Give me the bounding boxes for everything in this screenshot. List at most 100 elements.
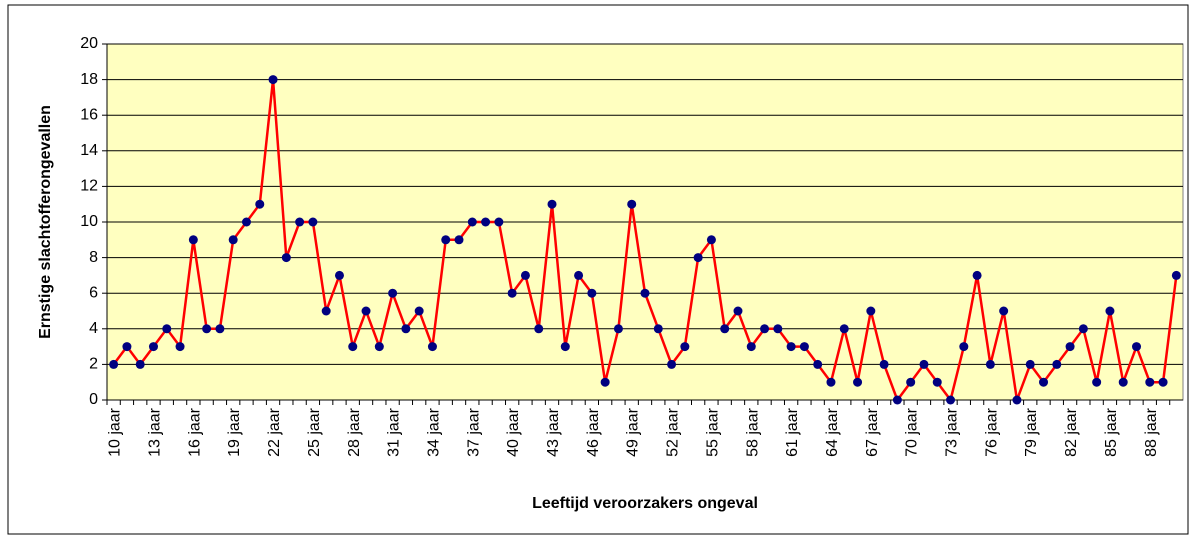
data-point — [799, 342, 809, 352]
data-point — [427, 342, 437, 352]
data-point — [255, 199, 265, 209]
data-point — [122, 342, 132, 352]
y-tick-label: 8 — [89, 249, 98, 266]
y-tick-label: 12 — [80, 178, 98, 195]
data-point — [334, 270, 344, 280]
x-tick-label: 61 jaar — [784, 407, 801, 457]
data-point — [215, 324, 225, 334]
data-point — [481, 217, 491, 227]
data-point — [1025, 359, 1035, 369]
data-point — [813, 359, 823, 369]
data-point — [839, 324, 849, 334]
x-tick-label: 49 jaar — [625, 407, 642, 457]
y-tick-label: 0 — [89, 391, 98, 408]
data-point — [1039, 377, 1049, 387]
data-point — [640, 288, 650, 298]
x-tick-label: 88 jaar — [1143, 407, 1160, 457]
x-tick-label: 31 jaar — [386, 407, 403, 457]
data-point — [361, 306, 371, 316]
data-point — [959, 342, 969, 352]
data-point — [228, 235, 238, 245]
data-point — [706, 235, 716, 245]
data-point — [1118, 377, 1128, 387]
data-point — [268, 75, 278, 85]
x-tick-label: 55 jaar — [704, 407, 721, 457]
data-point — [401, 324, 411, 334]
x-tick-label: 67 jaar — [864, 407, 881, 457]
data-point — [1158, 377, 1168, 387]
x-tick-label: 46 jaar — [585, 407, 602, 457]
data-point — [507, 288, 517, 298]
x-tick-label: 37 jaar — [465, 407, 482, 457]
x-tick-label: 40 jaar — [505, 407, 522, 457]
x-tick-label: 85 jaar — [1103, 407, 1120, 457]
x-tick-label: 70 jaar — [904, 407, 921, 457]
data-point — [1012, 395, 1022, 405]
data-point — [919, 359, 929, 369]
data-point — [308, 217, 318, 227]
data-point — [574, 270, 584, 280]
data-point — [733, 306, 743, 316]
data-point — [946, 395, 956, 405]
data-point — [281, 253, 291, 263]
data-point — [188, 235, 198, 245]
data-point — [467, 217, 477, 227]
y-tick-label: 4 — [89, 320, 98, 337]
x-tick-label: 19 jaar — [226, 407, 243, 457]
x-tick-label: 16 jaar — [186, 407, 203, 457]
data-point — [534, 324, 544, 334]
data-point — [175, 342, 185, 352]
x-tick-label: 43 jaar — [545, 407, 562, 457]
data-point — [906, 377, 916, 387]
data-point — [241, 217, 251, 227]
data-point — [109, 359, 119, 369]
data-point — [1105, 306, 1115, 316]
x-tick-label: 34 jaar — [425, 407, 442, 457]
data-point — [587, 288, 597, 298]
data-point — [162, 324, 172, 334]
data-point — [348, 342, 358, 352]
data-point — [746, 342, 756, 352]
y-tick-label: 6 — [89, 284, 98, 301]
data-point — [1092, 377, 1102, 387]
data-point — [441, 235, 451, 245]
data-point — [547, 199, 557, 209]
data-point — [853, 377, 863, 387]
data-point — [1078, 324, 1088, 334]
y-tick-label: 14 — [80, 142, 98, 159]
data-point — [985, 359, 995, 369]
data-point — [560, 342, 570, 352]
data-point — [999, 306, 1009, 316]
data-point — [786, 342, 796, 352]
data-point — [1145, 377, 1155, 387]
data-point — [202, 324, 212, 334]
y-axis-title: Ernstige slachtofferongevallen — [37, 105, 54, 339]
x-tick-label: 58 jaar — [744, 407, 761, 457]
data-point — [932, 377, 942, 387]
data-point — [613, 324, 623, 334]
data-point — [892, 395, 902, 405]
x-axis-title: Leeftijd veroorzakers ongeval — [532, 495, 758, 512]
data-point — [667, 359, 677, 369]
data-point — [826, 377, 836, 387]
x-tick-label: 73 jaar — [944, 407, 961, 457]
y-tick-label: 10 — [80, 213, 98, 230]
data-point — [1065, 342, 1075, 352]
x-tick-label: 76 jaar — [983, 407, 1000, 457]
x-tick-label: 10 jaar — [107, 407, 124, 457]
data-point — [1132, 342, 1142, 352]
y-tick-label: 18 — [80, 71, 98, 88]
data-point — [295, 217, 305, 227]
y-tick-label: 20 — [80, 35, 98, 52]
data-point — [972, 270, 982, 280]
data-point — [879, 359, 889, 369]
data-point — [520, 270, 530, 280]
data-point — [388, 288, 398, 298]
data-point — [454, 235, 464, 245]
x-tick-label: 64 jaar — [824, 407, 841, 457]
data-point — [760, 324, 770, 334]
data-point — [600, 377, 610, 387]
y-tick-label: 2 — [89, 356, 98, 373]
y-tick-label: 16 — [80, 106, 98, 123]
